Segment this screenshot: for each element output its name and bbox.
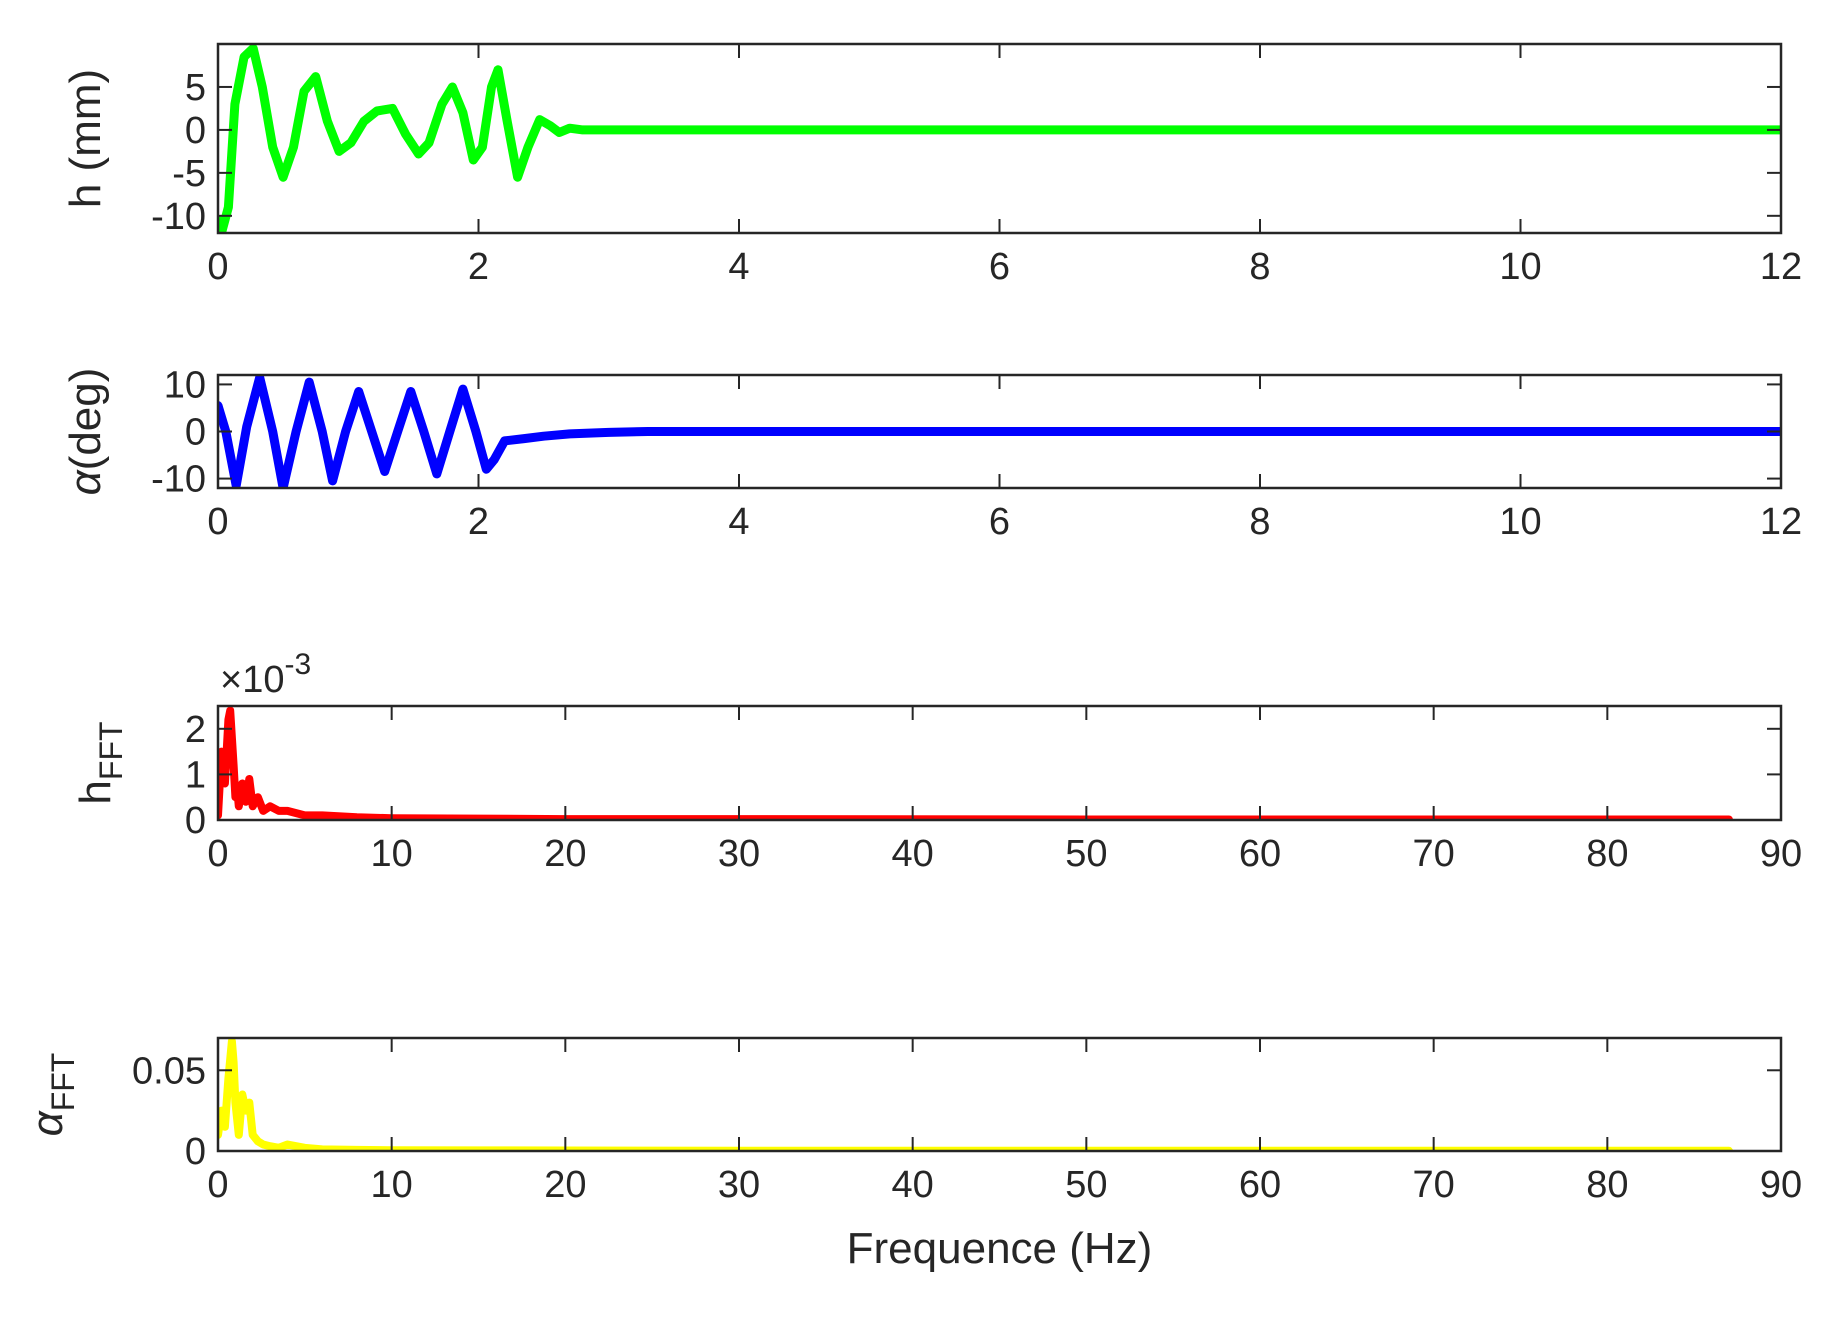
x-tick-label: 6: [989, 501, 1010, 543]
x-tick-label: 30: [718, 1164, 760, 1206]
x-tick-label: 20: [544, 833, 586, 875]
x-tick-label: 70: [1413, 833, 1455, 875]
x-tick-label: 0: [207, 1164, 228, 1206]
y-axis-label: hFFT: [71, 721, 129, 804]
axes-box: [216, 42, 1783, 235]
y-tick-label: 0: [185, 412, 206, 454]
x-tick-label: 90: [1760, 1164, 1802, 1206]
y-tick-label: 1: [185, 754, 206, 796]
x-tick-label: 10: [1499, 501, 1541, 543]
x-tick-label: 90: [1760, 833, 1802, 875]
y-axis-label: h (mm): [61, 69, 110, 208]
y-axis-label-main: α: [61, 468, 110, 495]
y-tick-label: 5: [185, 67, 206, 109]
x-tick-label: 0: [207, 501, 228, 543]
series-line-0: [218, 1038, 1733, 1151]
y-axis-label-main: h: [71, 780, 120, 804]
y-tick-label: -10: [151, 196, 206, 238]
x-tick-label: 40: [892, 833, 934, 875]
x-tick-label: 10: [1499, 246, 1541, 288]
x-tick-label: 80: [1586, 1164, 1628, 1206]
x-tick-label: 0: [207, 833, 228, 875]
axis-multiplier: ×10-3: [220, 648, 311, 701]
y-tick-label: 0.05: [132, 1050, 206, 1092]
y-tick-label: 0: [185, 800, 206, 842]
x-tick-label: 2: [468, 501, 489, 543]
x-tick-label: 60: [1239, 833, 1281, 875]
x-tick-label: 0: [207, 246, 228, 288]
x-tick-label: 8: [1249, 501, 1270, 543]
y-axis-label-main: h (mm): [61, 69, 110, 208]
x-tick-label: 50: [1065, 1164, 1107, 1206]
series-line-0: [218, 706, 1733, 820]
axes-box: [216, 1036, 1783, 1153]
x-tick-label: 30: [718, 833, 760, 875]
x-axis-label: Frequence (Hz): [847, 1224, 1153, 1273]
y-tick-label: -5: [172, 153, 206, 195]
x-tick-label: 2: [468, 246, 489, 288]
series-line-0: [218, 44, 1781, 233]
y-tick-label: -10: [151, 459, 206, 501]
x-tick-label: 40: [892, 1164, 934, 1206]
y-axis-label-subscript: FFT: [93, 721, 129, 780]
y-tick-label: 2: [185, 709, 206, 751]
y-axis-label-rest: (deg): [61, 368, 110, 471]
chart-panel-h-fft: 0 10 20 30 40 50 60 70 80 90 012 hFFT ×10-3: [71, 648, 1802, 875]
x-tick-label: 8: [1249, 246, 1270, 288]
y-axis-label: αFFT: [23, 1053, 81, 1137]
x-tick-label: 50: [1065, 833, 1107, 875]
y-tick-label: 0: [185, 110, 206, 152]
y-tick-label: 10: [164, 364, 206, 406]
y-axis-label: α(deg): [61, 368, 110, 496]
chart-panel-alpha-fft: 0 10 20 30 40 50 60 70 80 90 0 0.05 αFFT Frequence (H…: [23, 1036, 1802, 1273]
x-tick-label: 10: [371, 1164, 413, 1206]
y-axis-label-subscript: FFT: [45, 1053, 81, 1112]
x-tick-label: 60: [1239, 1164, 1281, 1206]
x-tick-label: 12: [1760, 501, 1802, 543]
x-tick-label: 6: [989, 246, 1010, 288]
multiplier-exponent: -3: [284, 648, 311, 681]
x-tick-label: 4: [728, 246, 749, 288]
x-tick-label: 12: [1760, 246, 1802, 288]
x-tick-label: 10: [371, 833, 413, 875]
y-tick-label: 0: [185, 1131, 206, 1173]
x-tick-label: 70: [1413, 1164, 1455, 1206]
y-axis-label-main: α: [23, 1109, 72, 1136]
x-tick-label: 20: [544, 1164, 586, 1206]
series-line-0: [218, 375, 1781, 488]
multiplier-base: ×10: [220, 659, 284, 701]
axes-box: [216, 704, 1783, 822]
x-tick-label: 4: [728, 501, 749, 543]
x-tick-label: 80: [1586, 833, 1628, 875]
